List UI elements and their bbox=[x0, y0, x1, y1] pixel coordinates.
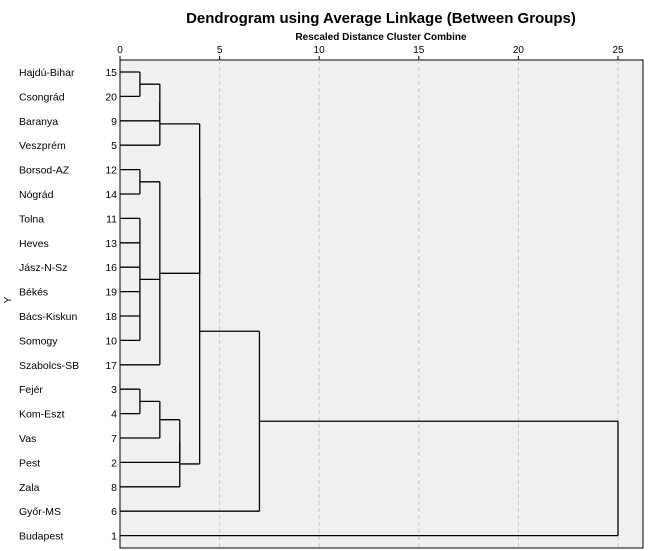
leaf-id: 2 bbox=[111, 457, 117, 469]
leaf-id: 20 bbox=[105, 91, 117, 103]
leaf-id: 6 bbox=[111, 506, 117, 518]
leaf-id: 19 bbox=[105, 287, 117, 299]
leaf-name: Vas bbox=[19, 433, 36, 445]
leaf-name: Budapest bbox=[19, 531, 63, 543]
leaf-name: Fejér bbox=[19, 384, 43, 396]
leaf-id: 17 bbox=[105, 360, 117, 372]
leaf-id: 9 bbox=[111, 116, 117, 128]
leaf-name: Borsod-AZ bbox=[19, 165, 70, 177]
x-axis-label: Rescaled Distance Cluster Combine bbox=[295, 32, 467, 43]
leaf-name: Veszprém bbox=[19, 140, 66, 152]
leaf-name: Jász-N-Sz bbox=[19, 262, 67, 274]
leaf-name: Kom-Eszt bbox=[19, 409, 65, 421]
leaf-id: 1 bbox=[111, 531, 117, 543]
leaf-name: Hajdú-Bihar bbox=[19, 67, 75, 79]
leaf-id: 15 bbox=[105, 67, 117, 79]
leaf-name: Bács-Kiskun bbox=[19, 311, 78, 323]
leaf-name: Baranya bbox=[19, 116, 58, 128]
leaf-id: 16 bbox=[105, 262, 117, 274]
leaf-name: Heves bbox=[19, 238, 49, 250]
leaf-labels: Hajdú-Bihar 15 Csongrád 20 Baranya 9 Veszprém 5… bbox=[19, 67, 117, 543]
y-axis-label: Y bbox=[3, 296, 14, 303]
leaf-id: 13 bbox=[105, 238, 117, 250]
x-tick-label: 20 bbox=[513, 45, 525, 56]
leaf-id: 4 bbox=[111, 409, 117, 421]
leaf-name: Szabolcs-SB bbox=[19, 360, 79, 372]
leaf-name: Zala bbox=[19, 482, 40, 494]
x-tick-label: 25 bbox=[612, 45, 624, 56]
leaf-id: 11 bbox=[106, 213, 117, 225]
leaf-name: Somogy bbox=[19, 335, 58, 347]
leaf-name: Tolna bbox=[19, 213, 44, 225]
leaf-id: 7 bbox=[111, 433, 117, 445]
x-tick-label: 15 bbox=[413, 45, 425, 56]
chart-title: Dendrogram using Average Linkage (Betwee… bbox=[186, 10, 576, 27]
x-tick-label: 5 bbox=[217, 45, 223, 56]
leaf-id: 3 bbox=[111, 384, 117, 396]
leaf-id: 8 bbox=[111, 482, 117, 494]
leaf-id: 14 bbox=[105, 189, 117, 201]
leaf-name: Csongrád bbox=[19, 91, 65, 103]
x-tick-label: 10 bbox=[314, 45, 326, 56]
leaf-id: 12 bbox=[105, 165, 117, 177]
x-ticks: 0 5 10 15 20 25 bbox=[117, 45, 624, 60]
leaf-id: 10 bbox=[105, 335, 117, 347]
leaf-id: 5 bbox=[111, 140, 117, 152]
leaf-name: Nógrád bbox=[19, 189, 54, 201]
leaf-name: Győr-MS bbox=[19, 506, 61, 518]
leaf-name: Pest bbox=[19, 457, 40, 469]
dendrogram-links bbox=[120, 71, 619, 537]
plot-area bbox=[119, 59, 644, 549]
x-tick-label: 0 bbox=[117, 45, 123, 56]
leaf-id: 18 bbox=[105, 311, 117, 323]
leaf-name: Békés bbox=[19, 287, 48, 299]
